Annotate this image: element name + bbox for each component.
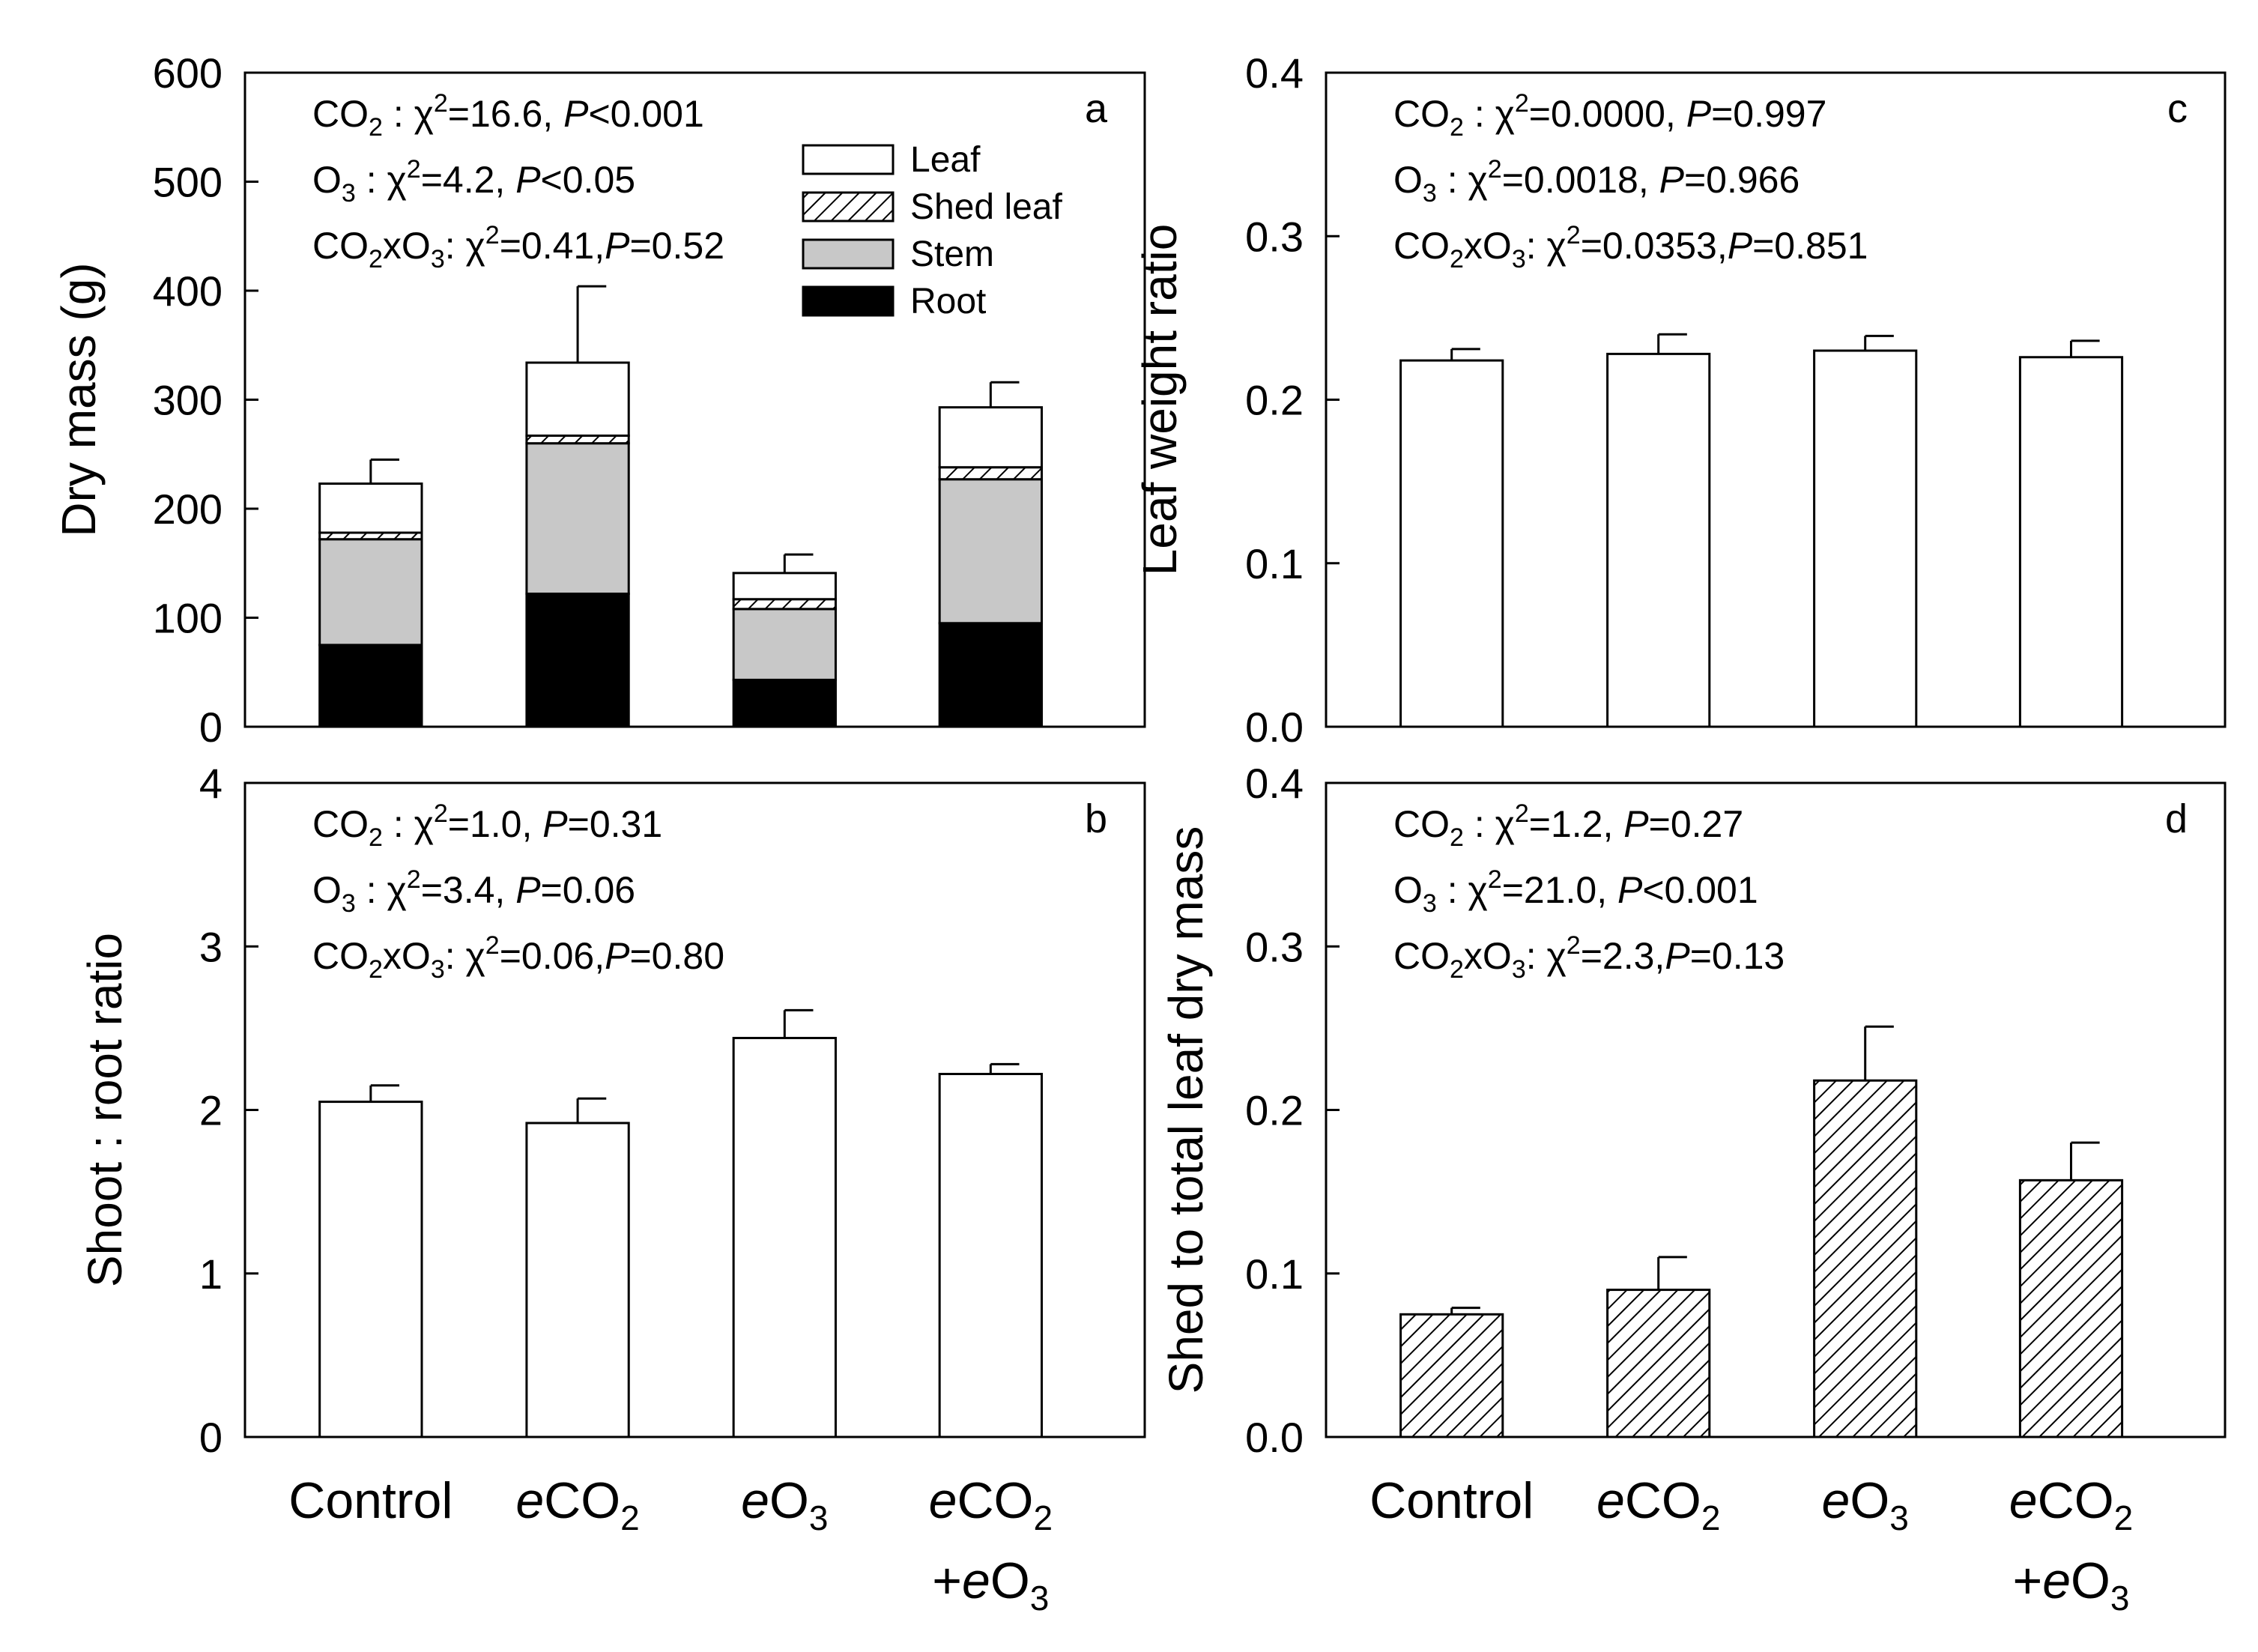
panel-b: 0 1 2 3 4 Shoot : root ratio CO2 : χ2=1.0, P=0… — [78, 760, 1146, 1618]
y-tick-label: 0.3 — [1245, 923, 1304, 970]
stat-line: CO2 : χ2=0.0000, P=0.997 — [1393, 89, 1826, 142]
panel-c: 0.0 0.1 0.2 0.3 0.4 Leaf weight ratio CO2 : χ2… — [1133, 49, 2227, 751]
bar — [1813, 1079, 1918, 1438]
bar — [732, 1036, 837, 1438]
y-tick-label: 0.2 — [1245, 377, 1304, 424]
stat-line: O3 : χ2=0.0018, P=0.966 — [1393, 155, 1800, 208]
bar-root — [732, 678, 837, 728]
bar-root — [938, 622, 1043, 728]
bar — [318, 1101, 423, 1438]
bar-shed-leaf — [732, 598, 837, 611]
stat-line: CO2 : χ2=16.6, P<0.001 — [312, 89, 704, 142]
category-label: eO3 — [1822, 1472, 1909, 1537]
y-tick-label: 100 — [153, 595, 223, 642]
y-tick-label: 0.4 — [1245, 49, 1304, 97]
stat-line: CO2xO3: χ2=2.3,P=0.13 — [1393, 931, 1785, 984]
category-label: eCO2 — [2009, 1472, 2133, 1537]
y-axis-label: Shoot : root ratio — [78, 933, 132, 1287]
bar — [1606, 352, 1711, 728]
bar — [1399, 359, 1504, 728]
y-tick-label: 0 — [199, 704, 223, 751]
stat-line: O3 : χ2=3.4, P=0.06 — [312, 865, 635, 918]
y-axis-label: Leaf weight ratio — [1133, 224, 1187, 576]
legend-label: Root — [910, 282, 986, 321]
category-label: Control — [288, 1472, 452, 1529]
y-tick-label: 0.1 — [1245, 1250, 1304, 1298]
y-tick-label: 3 — [199, 923, 223, 970]
legend-label: Stem — [910, 235, 994, 274]
panel-letter: c — [2167, 86, 2188, 131]
chart-layer: 0 100 200 300 400 500 600 Dry mass (g) CO2 : χ2=… — [52, 49, 2227, 1618]
legend-swatch — [802, 238, 895, 270]
bar — [1813, 349, 1918, 728]
bar-root — [525, 592, 630, 728]
category-label: eCO2 — [1596, 1472, 1720, 1537]
panel-letter: b — [1085, 796, 1107, 841]
category-label: Control — [1369, 1472, 1534, 1529]
bar-stem — [938, 478, 1043, 625]
y-tick-label: 0.4 — [1245, 760, 1304, 807]
legend-label: Leaf — [910, 140, 981, 180]
y-axis-label: Dry mass (g) — [52, 262, 106, 536]
y-tick-label: 200 — [153, 485, 223, 533]
panel-letter: d — [2165, 796, 2188, 841]
bar-leaf — [732, 572, 837, 601]
y-axis-label: Shed to total leaf dry mass — [1159, 826, 1213, 1394]
y-tick-label: 4 — [199, 760, 223, 807]
bar — [2018, 1179, 2124, 1438]
bar-leaf — [525, 361, 630, 438]
y-tick-label: 0.0 — [1245, 704, 1304, 751]
bar-stem — [525, 442, 630, 595]
category-label: eO3 — [741, 1472, 828, 1537]
category-label-line2: +eO3 — [2012, 1552, 2129, 1618]
legend-label: Shed leaf — [910, 187, 1062, 227]
y-tick-label: 0 — [199, 1414, 223, 1461]
y-tick-label: 0.0 — [1245, 1414, 1304, 1461]
bar-stem — [318, 538, 423, 647]
category-label: eCO2 — [515, 1472, 639, 1537]
bar-shed-leaf — [938, 466, 1043, 481]
y-tick-label: 300 — [153, 377, 223, 424]
y-tick-label: 600 — [153, 49, 223, 97]
bar — [938, 1072, 1043, 1438]
stat-line: CO2xO3: χ2=0.41,P=0.52 — [312, 221, 724, 273]
stat-line: O3 : χ2=4.2, P<0.05 — [312, 155, 635, 208]
legend-swatch — [802, 144, 895, 175]
stat-line: CO2 : χ2=1.2, P=0.27 — [1393, 799, 1743, 852]
bar-leaf — [318, 482, 423, 534]
bar-stem — [732, 608, 837, 681]
y-tick-label: 0.3 — [1245, 213, 1304, 260]
bar — [525, 1122, 630, 1438]
stat-line: CO2xO3: χ2=0.06,P=0.80 — [312, 931, 724, 984]
y-tick-label: 2 — [199, 1087, 223, 1134]
category-label-line2: +eO3 — [932, 1552, 1049, 1618]
bar — [1399, 1313, 1504, 1438]
legend-swatch — [802, 191, 895, 223]
bar-shed-leaf — [525, 435, 630, 445]
stat-line: CO2 : χ2=1.0, P=0.31 — [312, 799, 662, 852]
y-tick-label: 1 — [199, 1250, 223, 1298]
y-tick-label: 0.2 — [1245, 1087, 1304, 1134]
bar-root — [318, 644, 423, 728]
panel-d: 0.0 0.1 0.2 0.3 0.4 Shed to total leaf dry ma… — [1159, 760, 2227, 1618]
category-label: eCO2 — [929, 1472, 1053, 1537]
y-tick-label: 0.1 — [1245, 540, 1304, 587]
stat-line: CO2xO3: χ2=0.0353,P=0.851 — [1393, 221, 1868, 273]
y-tick-label: 400 — [153, 267, 223, 315]
panel-letter: a — [1085, 86, 1108, 131]
stat-line: O3 : χ2=21.0, P<0.001 — [1393, 865, 1758, 918]
y-tick-label: 500 — [153, 159, 223, 206]
legend-swatch — [802, 285, 895, 317]
bar — [1606, 1289, 1711, 1438]
bar — [2018, 356, 2124, 728]
panel-a: 0 100 200 300 400 500 600 Dry mass (g) CO2 : χ2=… — [52, 49, 1146, 751]
bar-leaf — [938, 406, 1043, 469]
